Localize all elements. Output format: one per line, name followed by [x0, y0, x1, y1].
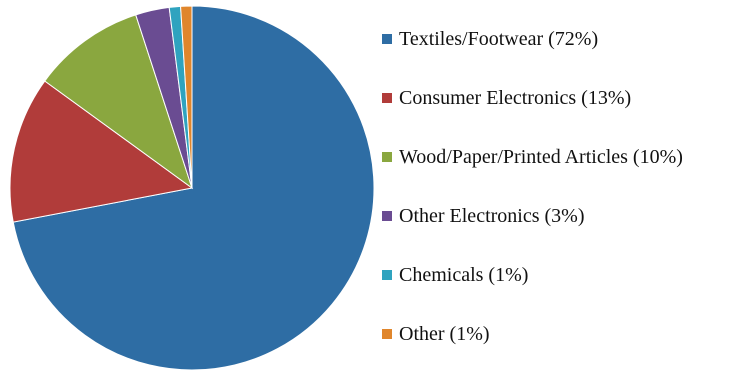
legend-label: Other Electronics (3%) [399, 205, 585, 227]
legend-swatch [382, 93, 392, 103]
legend-label: Other (1%) [399, 323, 490, 345]
pie-chart: Textiles/Footwear (72%) Consumer Electro… [9, 5, 683, 371]
pie-slice-other [180, 5, 193, 189]
legend-swatch [382, 152, 392, 162]
pie-slice-consumer-electronics [9, 80, 194, 223]
legend-swatch [382, 329, 392, 339]
pie-chart-svg [9, 5, 375, 371]
legend-label: Chemicals (1%) [399, 264, 529, 286]
legend-label: Textiles/Footwear (72%) [399, 28, 599, 50]
pie-slice-textiles-footwear [12, 5, 375, 371]
legend-label: Wood/Paper/Printed Articles (10%) [399, 146, 683, 168]
pie-slice-wood-paper-printed-articles [44, 14, 193, 190]
legend-label: Consumer Electronics (13%) [399, 87, 632, 109]
legend-swatch [382, 34, 392, 44]
legend-swatch [382, 270, 392, 280]
legend-swatch [382, 211, 392, 221]
